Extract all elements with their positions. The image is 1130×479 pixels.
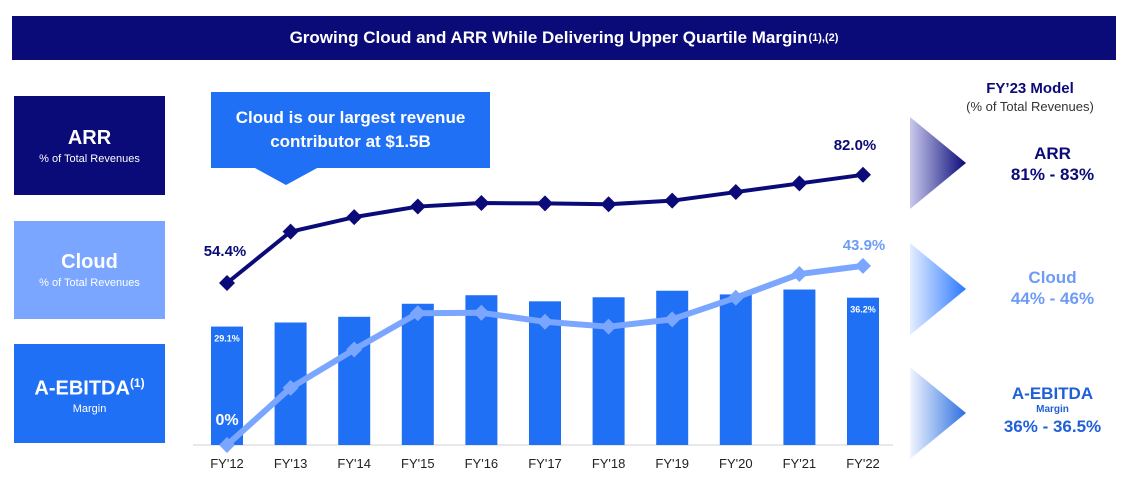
cloud-point-9 (727, 289, 744, 306)
model-arr-range: 81% - 83% (1010, 165, 1095, 184)
ebitda-bar-3 (338, 316, 371, 445)
arr-box-title: ARR (67, 126, 112, 149)
model-ebitda-name: A-EBITDA (1011, 384, 1094, 403)
cloud-label-box: Cloud % of Total Revenues (14, 221, 165, 319)
model-ebitda: A-EBITDA Margin 36% - 36.5% (975, 383, 1130, 437)
cloud-point-7 (600, 318, 617, 335)
arr-point-4 (409, 198, 426, 215)
x-tick-label-5: FY'16 (465, 456, 499, 471)
cloud-point-8 (664, 311, 681, 328)
arr-point-6 (537, 195, 553, 212)
model-ebitda-sub: Margin (1036, 404, 1069, 415)
model-subtitle: (% of Total Revenues) (966, 99, 1094, 114)
x-tick-label-7: FY'18 (592, 456, 626, 471)
cloud-point-2 (282, 379, 299, 396)
arr-arrow-icon (910, 117, 966, 209)
callout-pointer (253, 167, 319, 185)
x-tick-label-8: FY'19 (655, 456, 689, 471)
arr-point-10 (791, 175, 808, 192)
x-tick-label-10: FY'21 (783, 456, 817, 471)
arr-box-subtitle: % of Total Revenues (39, 152, 140, 165)
chart-plot: 29.1% 36.2% 0% 43.9% 54.4% 82.0% FY'12 FY'13 FY… (193, 137, 893, 471)
arr-line (225, 172, 864, 285)
cloud-first-data-label: 0% (215, 412, 238, 429)
arr-first-data-label: 54.4% (204, 243, 247, 260)
arr-point-8 (664, 192, 681, 209)
cloud-box-title: Cloud (61, 251, 118, 273)
cloud-box-subtitle: % of Total Revenues (39, 277, 140, 289)
cloud-point-3 (346, 341, 363, 358)
ebitda-bar-11 (847, 297, 879, 445)
ebitda-label-box: A-EBITDA(1) Margin (14, 344, 165, 443)
cloud-callout: Cloud is our largest revenue contributor… (211, 92, 490, 168)
banner-footnote: (1),(2) (808, 32, 839, 44)
model-title: FY’23 Model (986, 80, 1074, 97)
arr-point-11 (855, 166, 871, 183)
ebitda-box-footnote: (1) (129, 375, 145, 390)
ebitda-bar-1 (211, 326, 243, 445)
ebitda-arrow-icon (910, 367, 966, 459)
model-cloud-range: 44% - 46% (1010, 289, 1095, 308)
model-arr: ARR 81% - 83% (975, 143, 1130, 185)
arr-label-box: ARR % of Total Revenues (14, 96, 165, 195)
cloud-point-10 (791, 266, 808, 283)
x-tick-label-3: FY'14 (337, 456, 371, 471)
ebitda-bar-10 (783, 289, 816, 445)
chart-banner: Growing Cloud and ARR While Delivering U… (12, 16, 1116, 60)
arr-point-5 (473, 195, 490, 212)
callout-line-1: Cloud is our largest revenue (235, 108, 466, 127)
model-cloud-name: Cloud (1028, 268, 1077, 287)
banner-title: Growing Cloud and ARR While Delivering U… (289, 28, 808, 47)
ebitda-box-subtitle: Margin (72, 403, 107, 416)
bar-last-data-label: 36.2% (850, 305, 876, 315)
model-arr-name: ARR (1034, 144, 1071, 163)
arr-point-7 (600, 196, 617, 213)
cloud-arrow-icon (910, 243, 966, 335)
x-tick-label-6: FY'17 (528, 456, 562, 471)
bar-first-data-label: 29.1% (214, 334, 240, 344)
x-tick-label-11: FY'22 (846, 456, 880, 471)
x-tick-label-1: FY'12 (210, 456, 244, 471)
model-ebitda-range: 36% - 36.5% (1003, 417, 1102, 436)
arr-last-data-label: 82.0% (834, 137, 877, 154)
cloud-last-data-label: 43.9% (843, 237, 886, 254)
callout-line-2: contributor at $1.5B (270, 132, 431, 151)
x-tick-label-4: FY'15 (401, 456, 435, 471)
cloud-point-5 (473, 304, 490, 321)
ebitda-bar-4 (401, 303, 434, 445)
cloud-point-1 (219, 437, 235, 453)
arr-point-1 (219, 275, 235, 291)
x-tick-label-9: FY'20 (719, 456, 753, 471)
arr-point-9 (727, 184, 744, 201)
cloud-point-11 (855, 257, 871, 274)
cloud-point-4 (409, 305, 426, 322)
arr-point-3 (346, 209, 363, 226)
cloud-point-6 (537, 313, 553, 330)
ebitda-box-title: A-EBITDA (34, 377, 130, 400)
x-tick-label-2: FY'13 (274, 456, 308, 471)
ebitda-bar-9 (719, 294, 752, 445)
model-cloud: Cloud 44% - 46% (975, 267, 1130, 309)
arr-point-2 (282, 223, 299, 240)
fy23-model-heading: FY’23 Model (% of Total Revenues) (935, 80, 1125, 115)
